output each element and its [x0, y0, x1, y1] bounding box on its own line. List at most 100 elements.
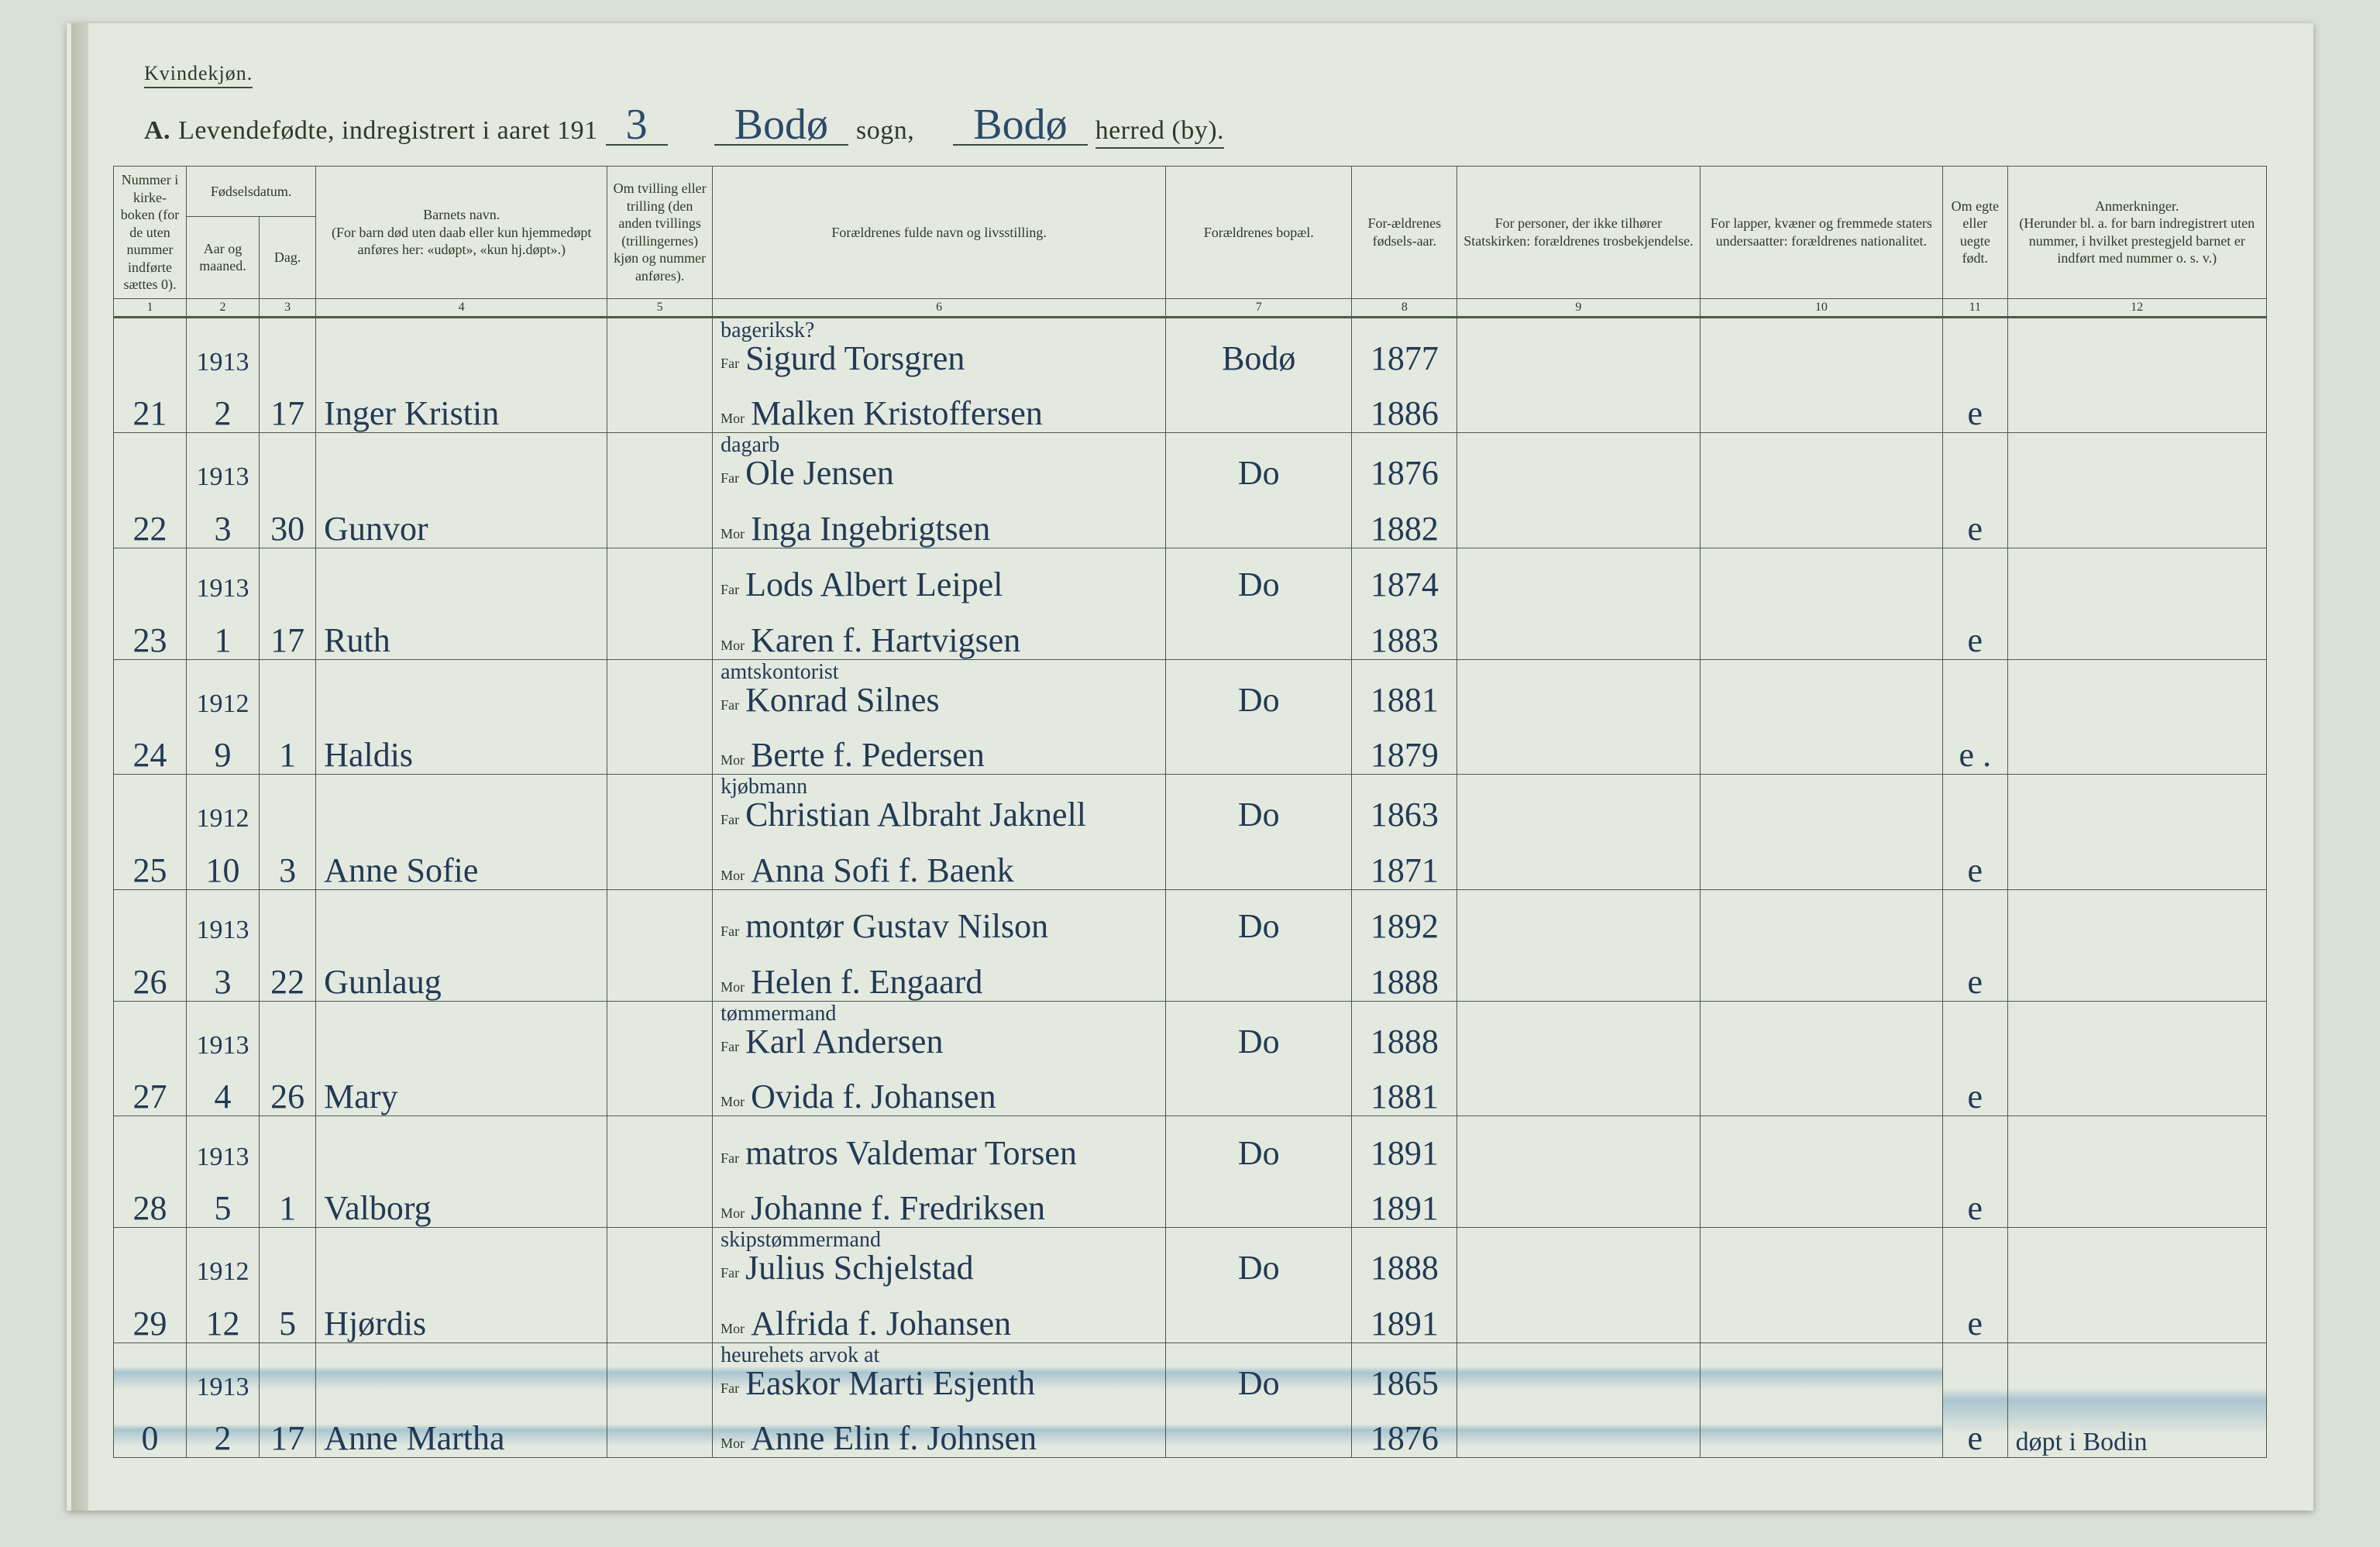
cell-10: [1700, 834, 1942, 889]
cell-child: Anne Sofie: [316, 834, 607, 889]
cell-twin: [607, 659, 713, 719]
cell-day: 26: [260, 1061, 316, 1116]
herred-label: herred (by).: [1095, 116, 1224, 149]
cell-9: [1457, 377, 1700, 433]
cell-bopael: Do: [1166, 433, 1352, 493]
title-main: Levendefødte, indregistrert i aaret 191: [178, 116, 598, 146]
cell-10: [1700, 1287, 1942, 1342]
record-row: 1913Farmatros Valdemar TorsenDo1891e: [114, 1116, 2267, 1172]
hdr-5: Om tvilling eller trilling (den anden tv…: [607, 167, 713, 299]
cell-twin: [607, 317, 713, 377]
record-row: 1913Farmontør Gustav NilsonDo1892e: [114, 889, 2267, 945]
cell-9: [1457, 889, 1700, 945]
cell-child: [316, 548, 607, 603]
cell-bopael: Do: [1166, 1228, 1352, 1287]
cell-child: Inger Kristin: [316, 377, 607, 433]
cell-10: [1700, 1116, 1942, 1172]
cell-day: 30: [260, 492, 316, 548]
cell-twin: [607, 889, 713, 945]
cell-twin: [607, 377, 713, 433]
cell-day: [260, 659, 316, 719]
cell-month: 5: [187, 1172, 260, 1228]
cell-day: 5: [260, 1287, 316, 1342]
hdr-2b: Dag.: [260, 216, 316, 298]
cell-num: [114, 889, 187, 945]
cell-child: [316, 433, 607, 493]
cell-10: [1700, 492, 1942, 548]
cell-10: [1700, 317, 1942, 377]
cell-child: Gunvor: [316, 492, 607, 548]
cell-year: 1913: [187, 1342, 260, 1402]
cell-bopael: Do: [1166, 1001, 1352, 1061]
cell-bopael: [1166, 1402, 1352, 1458]
cell-twin: [607, 1287, 713, 1342]
cell-bopael: Do: [1166, 775, 1352, 834]
cell-anm: [2007, 1228, 2266, 1343]
cell-twin: [607, 775, 713, 834]
cell-moryear: 1886: [1352, 377, 1457, 433]
cell-faryear: 1881: [1352, 659, 1457, 719]
cell-moryear: 1881: [1352, 1061, 1457, 1116]
cell-num: 29: [114, 1287, 187, 1342]
cell-9: [1457, 1061, 1700, 1116]
cell-faryear: 1863: [1352, 775, 1457, 834]
hdr-6: Forældrenes fulde navn og livsstilling.: [713, 167, 1166, 299]
cell-bopael: [1166, 719, 1352, 775]
cell-day: 1: [260, 719, 316, 775]
cell-month: 4: [187, 1061, 260, 1116]
cell-month: 2: [187, 1402, 260, 1458]
cell-anm: [2007, 889, 2266, 1001]
colnum: 11: [1943, 298, 2008, 317]
cell-egte: e: [1943, 317, 2008, 433]
cell-anm: [2007, 659, 2266, 775]
cell-day: [260, 433, 316, 493]
cell-anm: [2007, 548, 2266, 659]
cell-twin: [607, 1116, 713, 1172]
cell-month: 12: [187, 1287, 260, 1342]
cell-child: [316, 1116, 607, 1172]
cell-9: [1457, 1402, 1700, 1458]
record-row: 1912skipstømmermandFarJulius SchjelstadD…: [114, 1228, 2267, 1287]
cell-9: [1457, 433, 1700, 493]
cell-9: [1457, 1228, 1700, 1287]
cell-year: 1913: [187, 433, 260, 493]
cell-child: Haldis: [316, 719, 607, 775]
cell-mor: MorAlfrida f. Johansen: [713, 1287, 1166, 1342]
cell-year: 1912: [187, 1228, 260, 1287]
register-table: Nummer i kirke-boken (for de uten nummer…: [113, 166, 2267, 1458]
cell-far: Farmontør Gustav Nilson: [713, 889, 1166, 945]
cell-year: 1912: [187, 775, 260, 834]
cell-bopael: [1166, 834, 1352, 889]
cell-10: [1700, 1342, 1942, 1402]
cell-10: [1700, 719, 1942, 775]
cell-anm: [2007, 1116, 2266, 1228]
record-row: 1913tømmermandFarKarl AndersenDo1888e: [114, 1001, 2267, 1061]
cell-far: tømmermandFarKarl Andersen: [713, 1001, 1166, 1061]
hdr-1: Nummer i kirke-boken (for de uten nummer…: [114, 167, 187, 299]
colnum: 2: [187, 298, 260, 317]
colnum: 9: [1457, 298, 1700, 317]
cell-egte: e: [1943, 1228, 2008, 1343]
cell-9: [1457, 1287, 1700, 1342]
record-row: 1912kjøbmannFarChristian Albraht Jaknell…: [114, 775, 2267, 834]
hdr-2a: Aar og maaned.: [187, 216, 260, 298]
cell-twin: [607, 1172, 713, 1228]
cell-child: [316, 1342, 607, 1402]
cell-far: FarLods Albert Leipel: [713, 548, 1166, 603]
cell-10: [1700, 1228, 1942, 1287]
cell-day: [260, 1001, 316, 1061]
record-row: 1913dagarbFarOle JensenDo1876e: [114, 433, 2267, 493]
cell-num: [114, 317, 187, 377]
cell-9: [1457, 834, 1700, 889]
cell-twin: [607, 548, 713, 603]
cell-far: heurehets arvok atFarEaskor Marti Esjent…: [713, 1342, 1166, 1402]
cell-day: 17: [260, 603, 316, 659]
colnum: 12: [2007, 298, 2266, 317]
cell-num: [114, 775, 187, 834]
cell-num: [114, 659, 187, 719]
cell-mor: MorAnna Sofi f. Baenk: [713, 834, 1166, 889]
cell-day: 3: [260, 834, 316, 889]
cell-moryear: 1876: [1352, 1402, 1457, 1458]
colnum: 3: [260, 298, 316, 317]
cell-10: [1700, 603, 1942, 659]
